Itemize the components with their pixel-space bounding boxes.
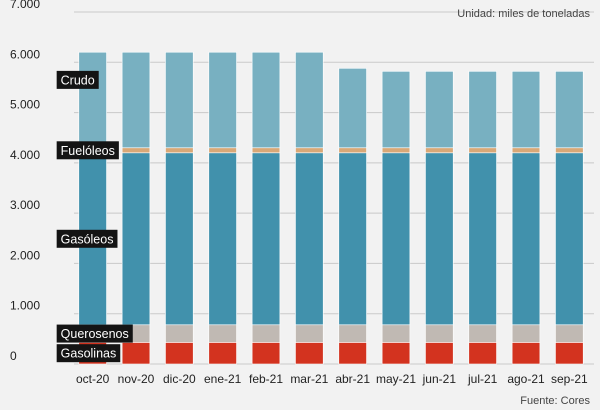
- bar-segment: [208, 342, 237, 365]
- bar-segment: [511, 324, 541, 343]
- y-tick-labels: 0 1.000 2.000 3.000 4.000 5.000 6.000 7.000: [10, 0, 40, 363]
- y-tick-label: 5.000: [10, 98, 40, 112]
- bar-segment: [511, 71, 541, 149]
- bar-segment: [555, 71, 584, 149]
- y-tick-label: 0: [10, 349, 17, 363]
- series-label-text: Fuelóleos: [61, 144, 115, 158]
- series-label-text: Querosenos: [61, 327, 129, 341]
- x-tick-label: jun-21: [422, 372, 457, 386]
- bar-segment: [555, 152, 584, 326]
- x-tick-label: jul-21: [467, 372, 498, 386]
- unit-note: Unidad: miles de toneladas: [457, 8, 590, 20]
- bar-segment: [381, 152, 411, 326]
- bar-segment: [121, 147, 151, 154]
- bar-segment: [338, 152, 367, 326]
- source-note: Fuente: Cores: [520, 395, 590, 407]
- bar-segment: [251, 342, 281, 365]
- bar-segment: [555, 147, 584, 154]
- bar-segment: [381, 342, 411, 365]
- bar-segment: [208, 324, 237, 343]
- bar-segment: [165, 147, 194, 154]
- bar-segment: [295, 147, 324, 154]
- bar-segment: [295, 324, 324, 343]
- bar-segment: [295, 342, 324, 365]
- bar-segment: [338, 147, 367, 154]
- bar-segment: [295, 51, 324, 149]
- bar-segment: [165, 324, 194, 343]
- bar-segment: [425, 147, 454, 154]
- gridlines: [74, 11, 594, 365]
- series-label: Crudo: [56, 70, 99, 89]
- series-label-box: [56, 324, 133, 343]
- bar-segment: [468, 147, 497, 154]
- y-tick-label: 2.000: [10, 248, 40, 262]
- series-label-text: Gasolinas: [61, 347, 117, 361]
- x-tick-label: mar-21: [290, 372, 328, 386]
- bar-segment: [511, 147, 541, 154]
- bar-segment: [251, 152, 281, 326]
- bar-segment: [338, 68, 367, 149]
- bar-segment: [208, 51, 237, 149]
- series-label: Gasóleos: [56, 229, 118, 248]
- bar-segment: [468, 152, 497, 326]
- bar-segment: [121, 342, 151, 365]
- x-tick-label: feb-21: [249, 372, 283, 386]
- series-label-text: Gasóleos: [61, 232, 114, 246]
- series-label: Gasolinas: [56, 344, 121, 363]
- y-tick-label: 4.000: [10, 148, 40, 162]
- bars: [78, 51, 584, 365]
- series-label-box: [56, 229, 118, 248]
- bar-segment: [425, 342, 454, 365]
- bar-segment: [468, 71, 497, 149]
- series-label: Querosenos: [56, 324, 133, 343]
- x-tick-label: ene-21: [204, 372, 242, 386]
- bar-segment: [381, 71, 411, 149]
- x-tick-label: ago-21: [507, 372, 545, 386]
- x-tick-label: abr-21: [335, 372, 370, 386]
- bar-segment: [511, 342, 541, 365]
- series-label-box: [56, 70, 99, 89]
- x-tick-label: dic-20: [163, 372, 196, 386]
- y-tick-label: 7.000: [10, 0, 40, 11]
- bar-segment: [165, 51, 194, 149]
- x-tick-label: nov-20: [118, 372, 155, 386]
- bar-segment: [338, 342, 367, 365]
- bar-segment: [208, 152, 237, 326]
- bar-segment: [208, 147, 237, 154]
- series-labels: Crudo Fuelóleos Gasóleos Querosenos Gasolina…: [56, 70, 133, 363]
- bar-segment: [468, 342, 497, 365]
- series-label-box: [56, 141, 119, 160]
- series-label-text: Crudo: [61, 73, 95, 87]
- series-label: Fuelóleos: [56, 141, 119, 160]
- y-tick-label: 3.000: [10, 198, 40, 212]
- bar-segment: [251, 324, 281, 343]
- bar-segment: [511, 152, 541, 326]
- bar-segment: [338, 324, 367, 343]
- bar-segment: [251, 51, 281, 149]
- x-tick-label: may-21: [376, 372, 416, 386]
- y-tick-label: 6.000: [10, 47, 40, 61]
- bar-segment: [78, 51, 107, 149]
- bar-segment: [555, 324, 584, 343]
- x-tick-labels: oct-20 nov-20 dic-20 ene-21 feb-21 mar-21 abr-…: [76, 372, 588, 386]
- bar-segment: [251, 147, 281, 154]
- series-label-box: [56, 344, 121, 363]
- x-tick-label: oct-20: [76, 372, 110, 386]
- bar-segment: [425, 324, 454, 343]
- bar-segment: [121, 152, 151, 326]
- bar-segment: [425, 152, 454, 326]
- bar-segment: [381, 147, 411, 154]
- bar-segment: [165, 342, 194, 365]
- bar-segment: [295, 152, 324, 326]
- bar-segment: [165, 152, 194, 326]
- bar-segment: [381, 324, 411, 343]
- bar-segment: [468, 324, 497, 343]
- bar-segment: [425, 71, 454, 149]
- y-tick-label: 1.000: [10, 299, 40, 313]
- bar-segment: [121, 51, 151, 149]
- bar-segment: [555, 342, 584, 365]
- x-tick-label: sep-21: [551, 372, 588, 386]
